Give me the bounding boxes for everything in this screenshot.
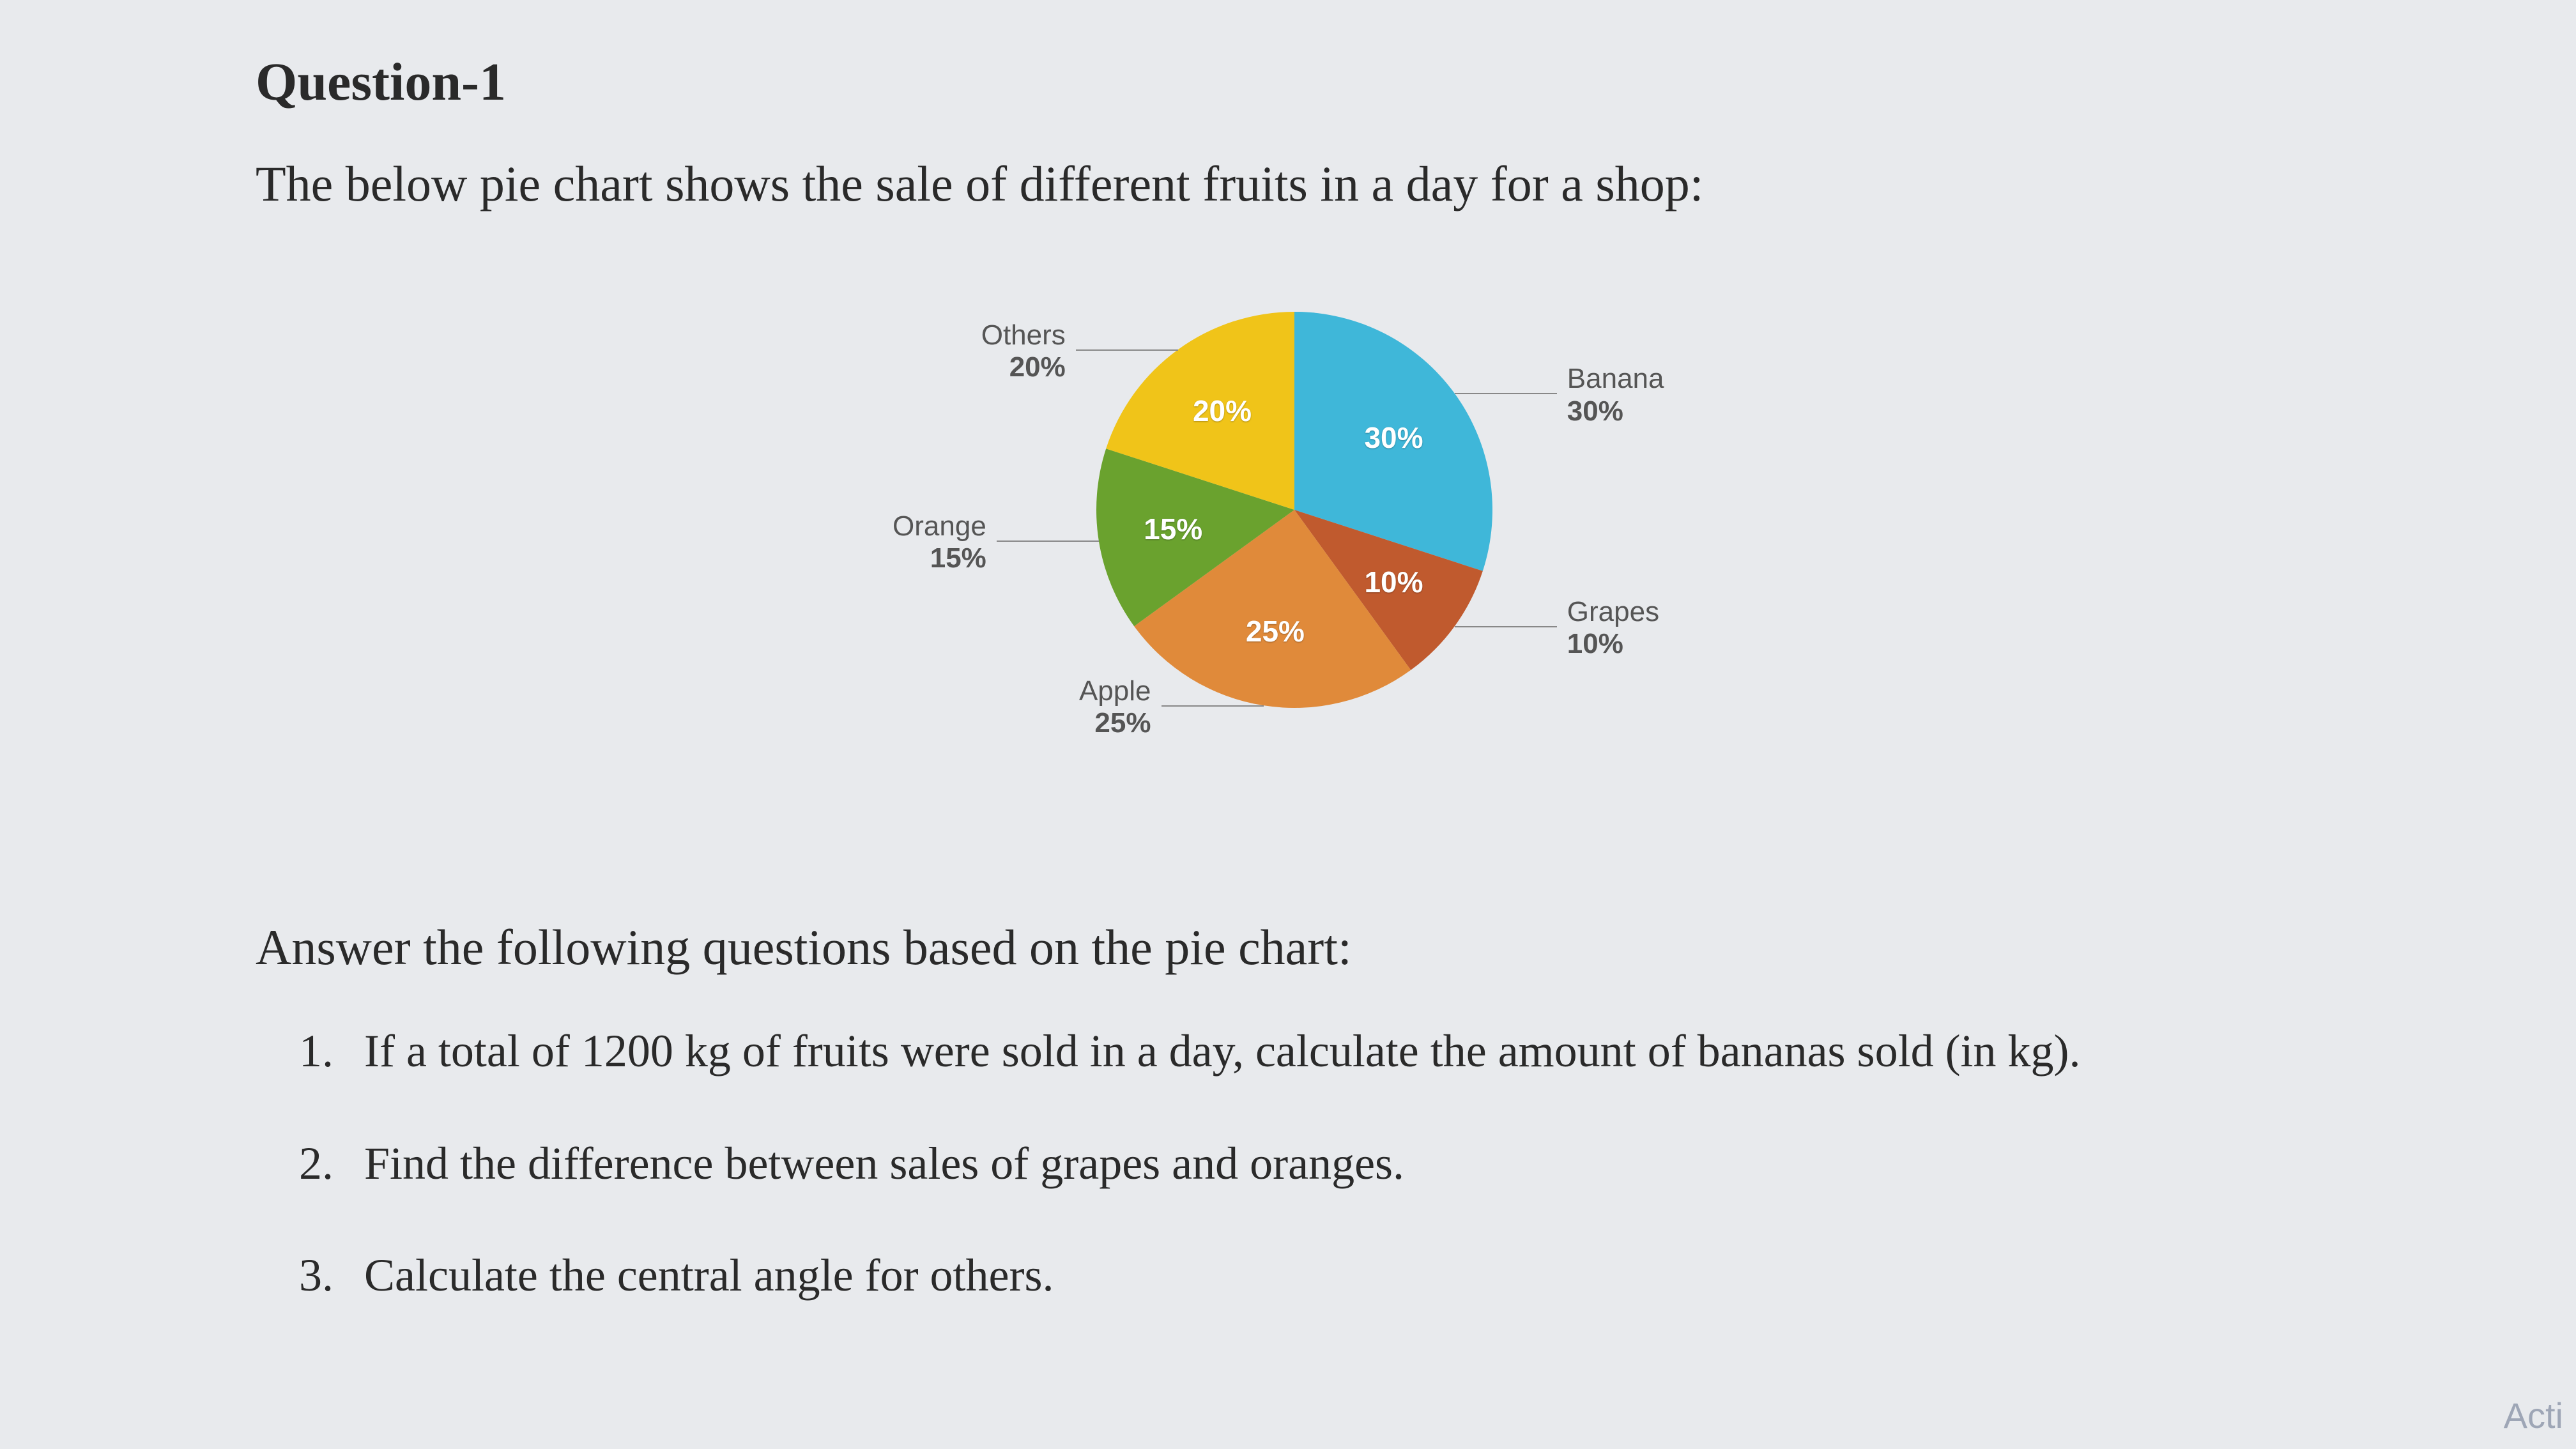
leader-line — [1162, 705, 1264, 707]
ext-label-pct: 30% — [1567, 395, 1733, 428]
leader-line — [1455, 626, 1557, 627]
question-title: Question-1 — [256, 51, 2320, 113]
pie-chart-container: 30%Banana30%10%Grapes10%25%Apple25%15%Or… — [256, 280, 2320, 791]
question-item: If a total of 1200 kg of fruits were sol… — [345, 1015, 2320, 1088]
ext-label-pct: 25% — [985, 707, 1151, 740]
ext-label-name: Orange — [820, 510, 986, 543]
question-item: Calculate the central angle for others. — [345, 1239, 2320, 1312]
ext-label-pct: 15% — [820, 542, 986, 575]
question-item: Find the difference between sales of gra… — [345, 1127, 2320, 1200]
ext-label-others: Others20% — [900, 319, 1066, 384]
activation-watermark: Acti — [2504, 1395, 2563, 1436]
ext-label-grapes: Grapes10% — [1567, 596, 1733, 661]
answer-intro: Answer the following questions based on … — [256, 919, 2320, 976]
ext-label-name: Grapes — [1567, 596, 1733, 629]
ext-label-name: Others — [900, 319, 1066, 352]
ext-label-pct: 20% — [900, 351, 1066, 384]
ext-label-name: Banana — [1567, 363, 1733, 395]
question-intro: The below pie chart shows the sale of di… — [256, 151, 2320, 216]
leader-line — [997, 540, 1099, 542]
ext-label-banana: Banana30% — [1567, 363, 1733, 427]
question-list: If a total of 1200 kg of fruits were sol… — [256, 1015, 2320, 1312]
leader-line — [1455, 393, 1557, 394]
ext-label-orange: Orange15% — [820, 510, 986, 575]
pie-chart: 30%Banana30%10%Grapes10%25%Apple25%15%Or… — [777, 280, 1799, 791]
leader-line — [1076, 349, 1178, 351]
ext-label-pct: 10% — [1567, 628, 1733, 661]
